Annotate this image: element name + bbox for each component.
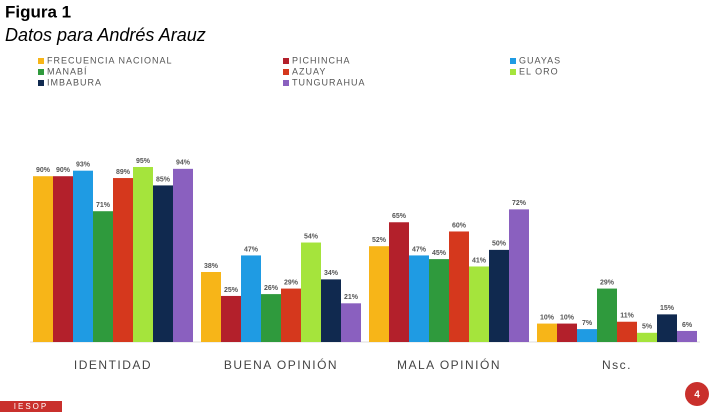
- legend-swatch: [38, 80, 44, 86]
- legend-label: GUAYAS: [519, 55, 561, 65]
- value-label: 38%: [204, 263, 219, 270]
- value-label: 7%: [582, 320, 593, 327]
- bar: [73, 170, 93, 342]
- bar: [153, 185, 173, 342]
- bar: [369, 246, 389, 342]
- bar: [241, 255, 261, 342]
- bar: [489, 249, 509, 342]
- value-label: 95%: [136, 158, 151, 165]
- legend-label: PICHINCHA: [292, 55, 351, 65]
- value-label: 50%: [492, 241, 507, 248]
- value-label: 26%: [264, 285, 279, 292]
- category-label: BUENA OPINIÓN: [224, 357, 338, 372]
- figure-subtitle: Datos para Andrés Arauz: [5, 25, 206, 45]
- legend-swatch: [283, 80, 289, 86]
- legend-label: FRECUENCIA NACIONAL: [47, 55, 173, 65]
- bar: [677, 330, 697, 342]
- value-label: 47%: [412, 246, 427, 253]
- value-label: 41%: [472, 257, 487, 264]
- bar: [409, 255, 429, 342]
- value-label: 90%: [56, 167, 71, 174]
- bar: [509, 209, 529, 342]
- value-label: 71%: [96, 202, 111, 209]
- bar: [33, 176, 53, 342]
- page-badge: [685, 382, 709, 406]
- legend-swatch: [283, 69, 289, 75]
- legend-swatch: [510, 58, 516, 64]
- value-label: 85%: [156, 176, 171, 183]
- bar: [53, 176, 73, 342]
- figure-title: Figura 1: [5, 2, 71, 21]
- bar: [557, 323, 577, 342]
- bar: [449, 231, 469, 342]
- bar: [201, 272, 221, 342]
- category-label: IDENTIDAD: [74, 358, 152, 372]
- value-label: 6%: [682, 322, 693, 329]
- value-label: 72%: [512, 200, 527, 207]
- bar: [469, 266, 489, 342]
- bar: [537, 323, 557, 342]
- value-label: 15%: [660, 305, 675, 312]
- value-label: 60%: [452, 222, 467, 229]
- page-number: 4: [694, 390, 700, 401]
- bar: [113, 178, 133, 342]
- bar: [321, 279, 341, 342]
- value-label: 90%: [36, 167, 51, 174]
- bar: [597, 288, 617, 342]
- legend-swatch: [510, 69, 516, 75]
- legend-swatch: [38, 58, 44, 64]
- value-label: 11%: [620, 313, 634, 320]
- value-label: 45%: [432, 250, 447, 257]
- value-label: 10%: [560, 314, 575, 321]
- category-label: MALA OPINIÓN: [397, 357, 501, 372]
- legend-label: EL ORO: [519, 66, 559, 76]
- category-label: Nsc.: [602, 358, 632, 372]
- bar: [389, 222, 409, 342]
- value-label: 47%: [244, 246, 259, 253]
- value-label: 52%: [372, 237, 387, 244]
- bar: [429, 259, 449, 342]
- value-label: 65%: [392, 213, 407, 220]
- value-label: 25%: [224, 287, 239, 294]
- bar: [173, 168, 193, 342]
- legend-label: IMBABURA: [47, 77, 102, 87]
- value-label: 93%: [76, 162, 91, 169]
- bar: [637, 332, 657, 342]
- value-label: 21%: [344, 294, 359, 301]
- logo-bar: [0, 401, 62, 412]
- legend-label: TUNGURAHUA: [292, 77, 366, 87]
- logo: IESOP: [14, 402, 48, 411]
- bar: [657, 314, 677, 342]
- value-label: 29%: [600, 279, 615, 286]
- value-label: 89%: [116, 169, 131, 176]
- bar: [133, 167, 153, 342]
- bar: [577, 329, 597, 342]
- bar: [261, 294, 281, 342]
- legend-swatch: [38, 69, 44, 75]
- legend-label: AZUAY: [292, 66, 326, 76]
- legend-label: MANABÍ: [47, 66, 88, 76]
- value-label: 54%: [304, 233, 319, 240]
- value-label: 29%: [284, 279, 299, 286]
- bar: [301, 242, 321, 342]
- bar: [221, 295, 241, 342]
- legend-swatch: [283, 58, 289, 64]
- value-label: 94%: [176, 160, 191, 167]
- bar: [617, 321, 637, 342]
- value-label: 34%: [324, 270, 339, 277]
- bar: [341, 303, 361, 342]
- bar: [93, 211, 113, 342]
- value-label: 10%: [540, 314, 555, 321]
- bar: [281, 288, 301, 342]
- value-label: 5%: [642, 324, 653, 331]
